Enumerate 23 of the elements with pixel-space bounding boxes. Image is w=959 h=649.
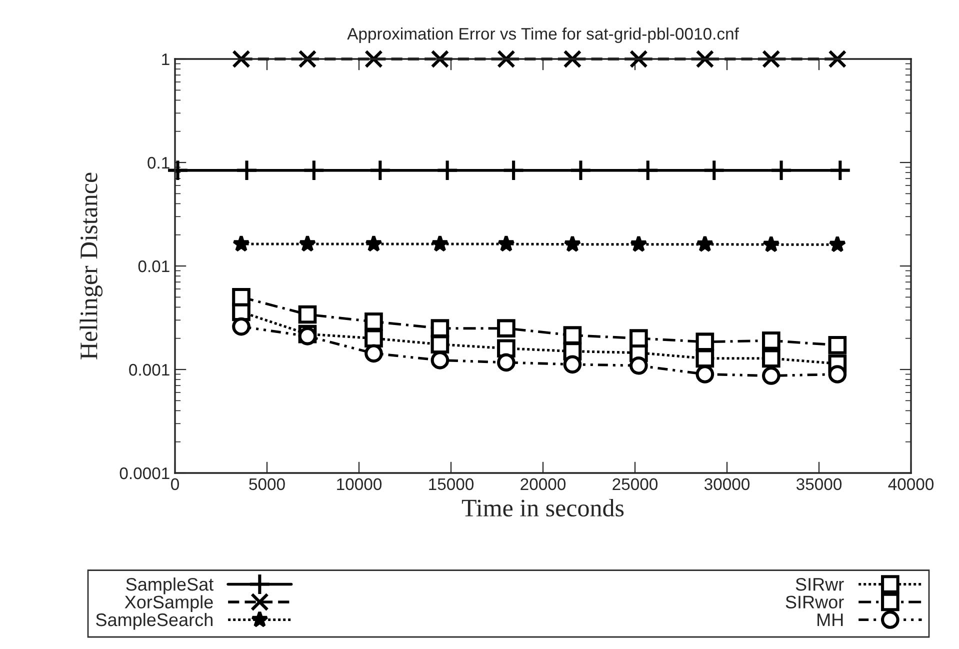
x-tick-label: 15000 bbox=[429, 478, 474, 490]
x-tick-label: 40000 bbox=[888, 478, 934, 490]
legend-label: SampleSat bbox=[126, 577, 214, 594]
legend-label: SampleSearch bbox=[96, 612, 212, 630]
y-tick-label: 0.01 bbox=[138, 260, 170, 272]
x-tick-label: 10000 bbox=[337, 478, 382, 490]
y-tick-label: 0.001 bbox=[129, 364, 170, 376]
x-tick-label: 35000 bbox=[796, 478, 842, 490]
x-tick-label: 25000 bbox=[612, 478, 658, 490]
y-tick-label: 0.1 bbox=[148, 156, 170, 169]
x-tick-label: 20000 bbox=[520, 478, 566, 490]
legend-label: SIRwr bbox=[796, 578, 844, 591]
x-tick-label: 5000 bbox=[249, 478, 285, 490]
legend-label: XorSample bbox=[124, 595, 213, 612]
x-tick-label: 30000 bbox=[704, 478, 750, 490]
x-tick-label: 0 bbox=[171, 478, 179, 490]
chart-title: Approximation Error vs Time for sat-grid-pbl-0010.cnf bbox=[347, 27, 739, 44]
legend-label: MH bbox=[818, 614, 843, 626]
legend-label: SIRwor bbox=[786, 596, 844, 608]
y-tick-label: 0.0001 bbox=[120, 467, 170, 480]
y-axis-title: Hellinger Distance bbox=[80, 172, 102, 360]
x-axis-title: Time in seconds bbox=[462, 498, 624, 517]
y-tick-label: 1 bbox=[162, 54, 170, 66]
